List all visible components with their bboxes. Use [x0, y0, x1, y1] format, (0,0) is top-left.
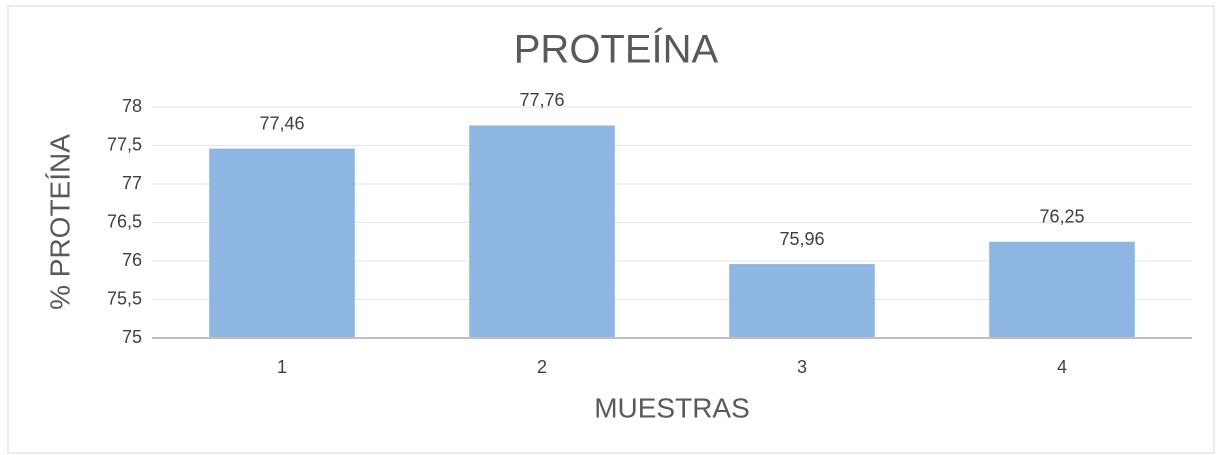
- data-label: 77,46: [259, 113, 304, 133]
- data-label: 76,25: [1039, 207, 1084, 227]
- bar: [989, 241, 1135, 338]
- bar: [209, 148, 355, 338]
- x-tick-label: 3: [797, 357, 807, 377]
- y-tick-label: 75: [122, 327, 142, 347]
- y-tick-label: 76,5: [107, 211, 142, 231]
- y-tick-label: 77,5: [107, 134, 142, 154]
- data-label: 75,96: [779, 229, 824, 249]
- y-tick-label: 75,5: [107, 288, 142, 308]
- y-tick-label: 76: [122, 250, 142, 270]
- x-axis-label: MUESTRAS: [594, 392, 750, 423]
- x-tick-label: 4: [1057, 357, 1067, 377]
- x-tick-label: 2: [537, 357, 547, 377]
- x-tick-label: 1: [277, 357, 287, 377]
- bar: [469, 125, 615, 338]
- y-tick-label: 77: [122, 173, 142, 193]
- y-tick-label: 78: [122, 96, 142, 116]
- bar: [729, 264, 875, 338]
- data-label: 77,76: [519, 90, 564, 110]
- chart-title: PROTEÍNA: [514, 27, 719, 72]
- y-axis-label: % PROTEÍNA: [44, 134, 75, 310]
